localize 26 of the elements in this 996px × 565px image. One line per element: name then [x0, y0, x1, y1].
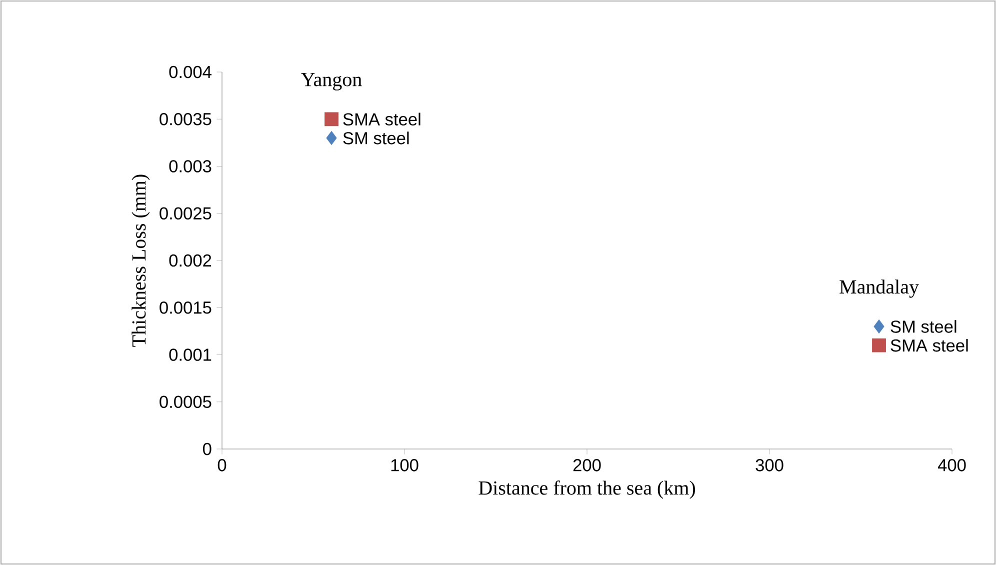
x-axis-title: Distance from the sea (km): [478, 480, 695, 499]
point: [324, 112, 338, 126]
series-label: SM steel: [343, 132, 409, 144]
y-tick-label: 0.004: [169, 66, 212, 78]
series-label: SMA steel: [343, 112, 420, 126]
y-tick-label: 0.0005: [160, 396, 212, 408]
x-tick-label: 100: [391, 459, 418, 472]
text: SM steel: [890, 320, 956, 333]
point: [874, 320, 884, 334]
y-tick-label: 0.0035: [160, 112, 212, 126]
x-tick-label: 0: [218, 459, 226, 472]
x-tick-label: 400: [938, 459, 966, 472]
y-tick-label: 0.0025: [160, 207, 212, 220]
point: [326, 131, 337, 145]
y-tick-label: 0.003: [169, 160, 212, 172]
y-tick-label: 0.002: [169, 254, 212, 267]
text: SMA steel: [890, 338, 968, 352]
x-tick-label: 200: [573, 459, 601, 472]
y-axis-title: Thickness Loss (mm): [132, 174, 150, 347]
x-tick-label: 300: [756, 459, 784, 472]
annotation: Mandalay: [840, 280, 919, 298]
y-tick-label: 0.001: [169, 348, 212, 361]
annotation: Yangon: [301, 73, 362, 90]
y-tick-label: 0: [202, 442, 212, 456]
y-tick-label: 0.0015: [160, 301, 212, 314]
point: [872, 338, 886, 352]
